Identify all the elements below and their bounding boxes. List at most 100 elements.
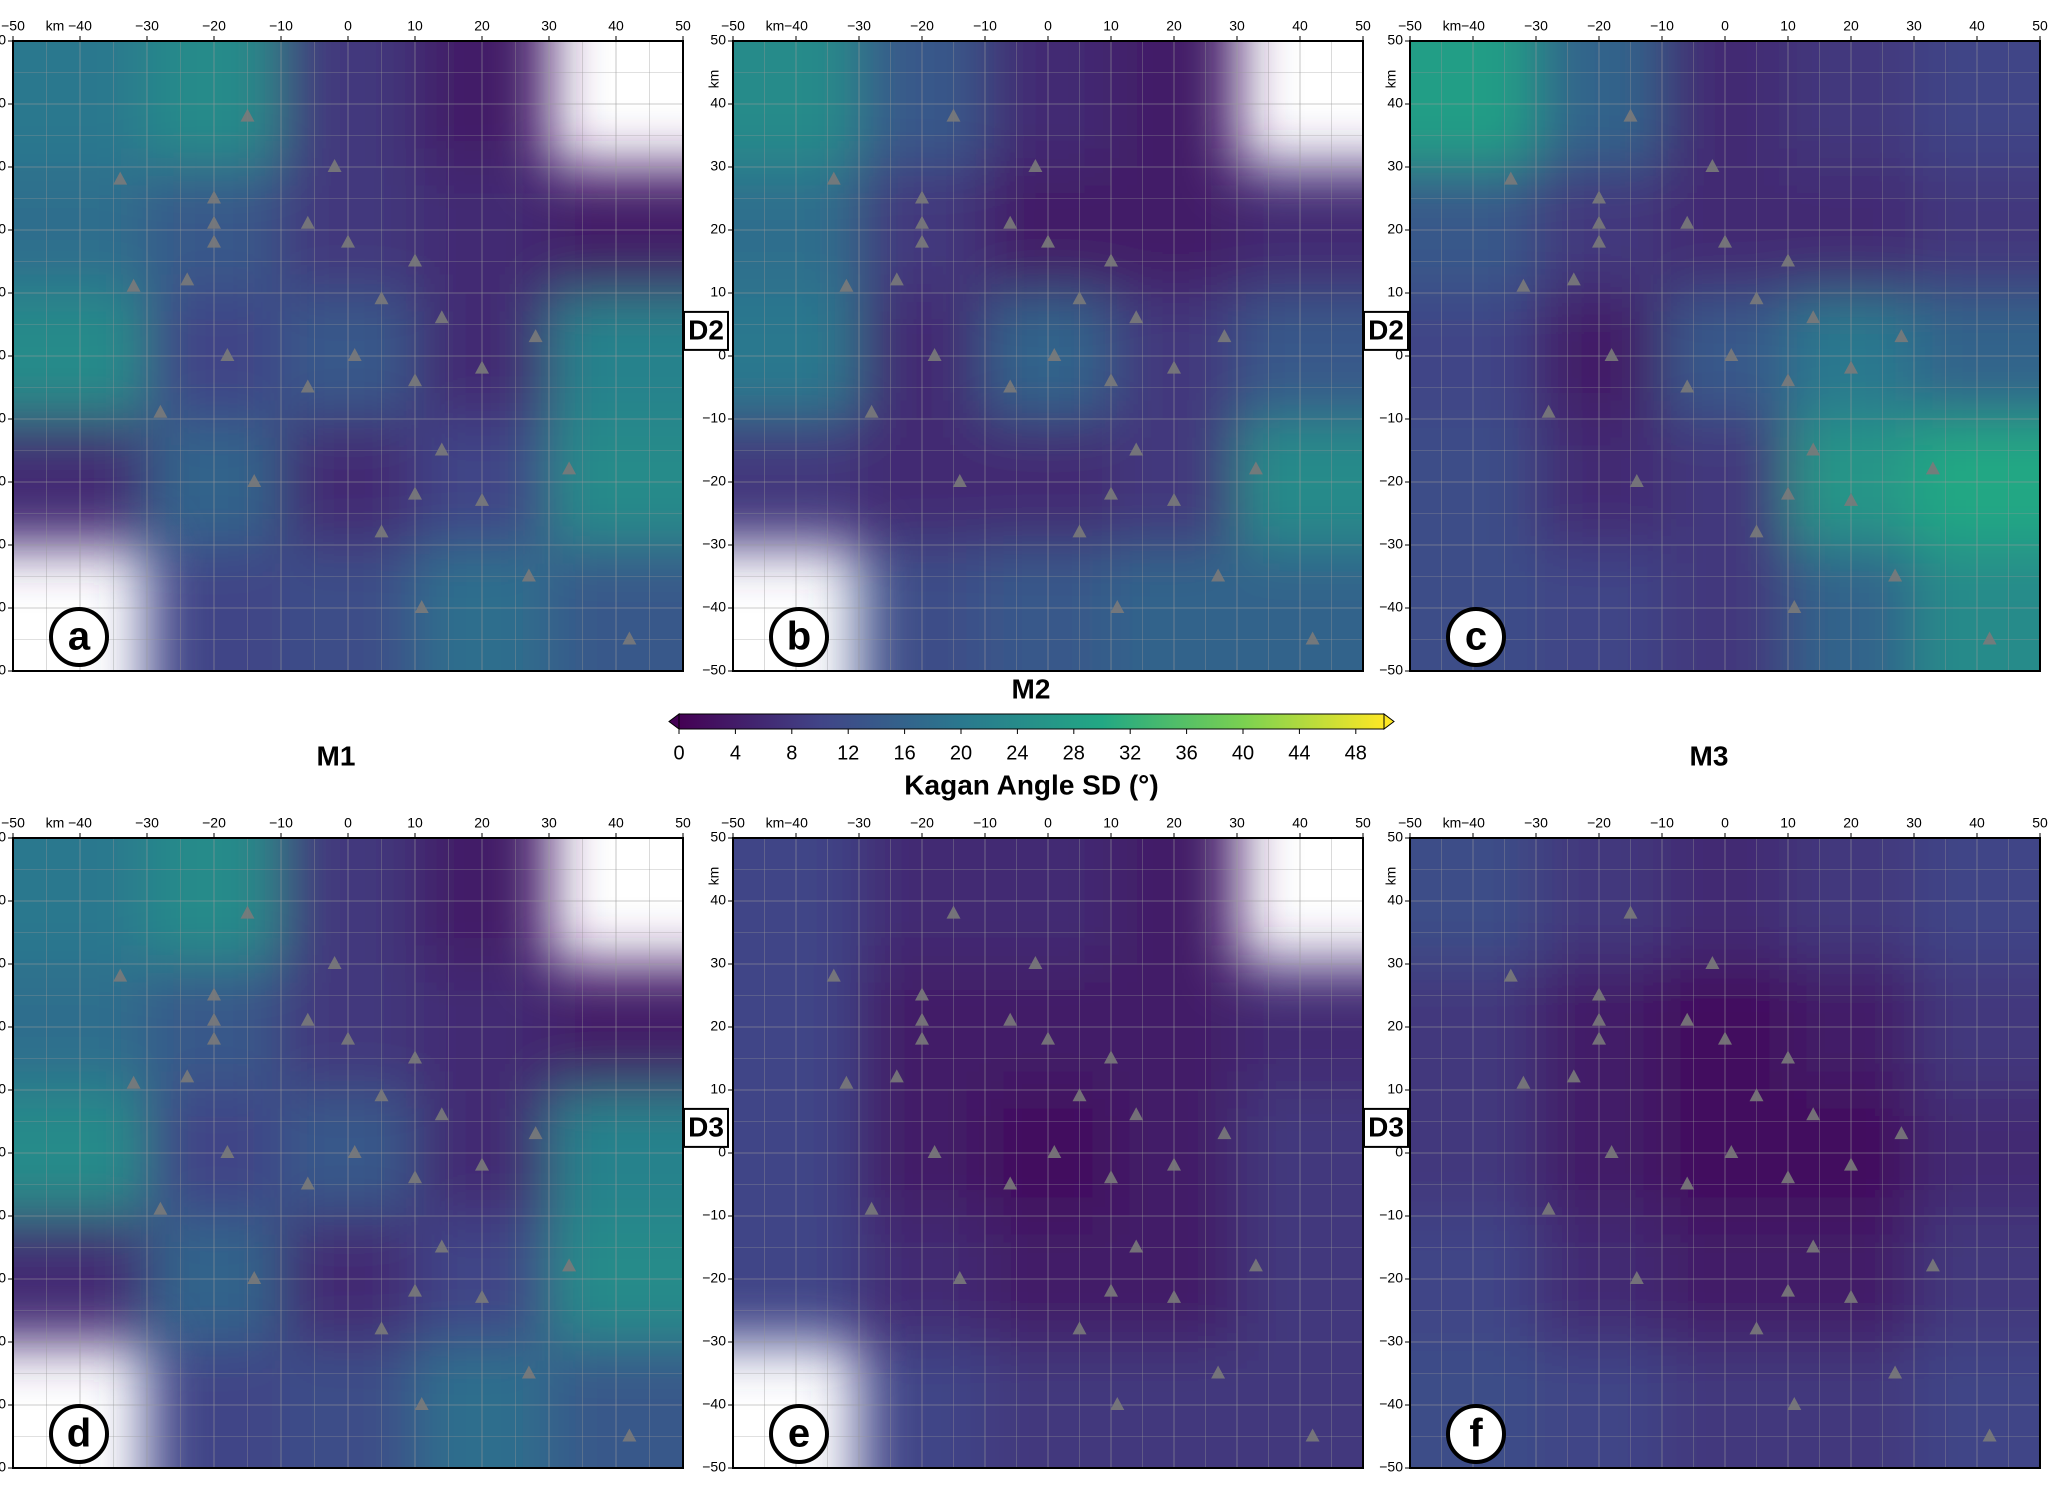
- station: [1680, 379, 1695, 393]
- x-tick-label: 10: [1780, 18, 1796, 34]
- field-cell: [1662, 293, 1789, 420]
- station: [300, 215, 315, 229]
- x-tick-label: 50: [2032, 815, 2048, 831]
- y-tick-label: −40: [702, 1396, 726, 1412]
- field-blur: [1410, 838, 2040, 1468]
- field-cell: [1410, 419, 1537, 546]
- station: [1781, 1283, 1795, 1297]
- x-tick-label: −20: [1587, 815, 1611, 831]
- field-cell: [13, 293, 148, 420]
- station: [839, 1075, 854, 1089]
- field-cell: [1662, 838, 1789, 965]
- x-tick-label: 30: [1906, 18, 1922, 34]
- field-cell: [1410, 545, 1537, 671]
- field-cell: [733, 964, 860, 1091]
- station: [374, 291, 389, 305]
- x-axis-label: km: [46, 18, 65, 34]
- panel-frame: [732, 40, 1364, 672]
- x-tick-label: −50: [1398, 815, 1422, 831]
- x-tick-label: −10: [269, 815, 293, 831]
- station: [126, 1075, 141, 1089]
- x-tick-label: −30: [847, 815, 871, 831]
- station: [839, 278, 854, 292]
- station: [220, 348, 235, 361]
- field-cell: [13, 41, 148, 168]
- side-label-box: [683, 310, 729, 351]
- field-cell: [733, 41, 860, 168]
- colorbar-tick-label: 40: [1232, 742, 1254, 764]
- field-cell: [1410, 293, 1537, 420]
- station: [1503, 171, 1518, 185]
- field-cell: [985, 964, 1112, 1091]
- station: [889, 272, 904, 286]
- station: [207, 1012, 221, 1026]
- field-cell: [985, 545, 1112, 671]
- station: [374, 1321, 389, 1335]
- station: [1888, 568, 1903, 582]
- x-tick-label: −10: [973, 815, 997, 831]
- x-tick-label: 50: [675, 815, 691, 831]
- field-cell: [147, 1342, 282, 1468]
- station: [300, 1176, 315, 1190]
- y-tick-label: 0: [0, 1144, 6, 1160]
- station: [1749, 524, 1764, 538]
- station: [622, 631, 637, 645]
- y-tick-label: 30: [0, 158, 6, 174]
- colorbar-tick-label: 4: [730, 742, 741, 764]
- colorbar-tick-label: 8: [786, 742, 797, 764]
- y-tick-label: 20: [0, 221, 6, 237]
- station: [207, 987, 221, 1001]
- y-tick-label: −30: [702, 536, 726, 552]
- station: [1718, 1031, 1732, 1045]
- station: [521, 568, 536, 582]
- field-cell: [281, 1090, 416, 1217]
- field-cell: [415, 293, 550, 420]
- station: [341, 234, 355, 248]
- station: [180, 272, 195, 286]
- station: [1781, 253, 1795, 267]
- field-cell: [13, 419, 148, 546]
- x-tick-label: −30: [847, 18, 871, 34]
- station: [1248, 461, 1263, 475]
- station: [1781, 486, 1795, 500]
- field-cell: [1111, 293, 1238, 420]
- y-tick-label: −30: [702, 1333, 726, 1349]
- field-cell: [1536, 1216, 1663, 1343]
- y-tick-label: −10: [702, 1207, 726, 1223]
- y-tick-label: −40: [702, 599, 726, 615]
- y-tick-label: 0: [718, 1144, 726, 1160]
- station: [475, 1289, 489, 1303]
- colorbar-tick-label: 32: [1119, 742, 1141, 764]
- station: [1623, 108, 1638, 122]
- station: [521, 1365, 536, 1379]
- field-cell: [1914, 1216, 2040, 1343]
- station: [528, 1126, 543, 1140]
- station: [1041, 234, 1055, 248]
- station: [1129, 442, 1144, 456]
- station: [528, 329, 543, 343]
- colorbar-tick-label: 20: [950, 742, 972, 764]
- station: [408, 1050, 422, 1064]
- station: [434, 442, 449, 456]
- station: [1925, 461, 1940, 475]
- side-label: D2: [1368, 314, 1404, 345]
- field-cell: [1410, 41, 1537, 168]
- field-cell: [13, 838, 148, 965]
- field-cell: [1111, 964, 1238, 1091]
- field-cell: [1662, 167, 1789, 294]
- y-tick-label: 10: [0, 1081, 6, 1097]
- station: [952, 474, 967, 487]
- field-cell: [733, 838, 860, 965]
- y-tick-label: −40: [1379, 1396, 1403, 1412]
- station: [1806, 310, 1821, 324]
- station: [1104, 1170, 1118, 1184]
- colorbar: [678, 713, 1385, 730]
- station: [113, 968, 128, 982]
- field-cell: [13, 964, 148, 1091]
- field-cell: [1914, 419, 2040, 546]
- panel-frame: [732, 837, 1364, 1469]
- x-tick-label: 30: [1229, 815, 1245, 831]
- panel-label: d: [67, 1412, 91, 1456]
- field-cell: [1788, 838, 1915, 965]
